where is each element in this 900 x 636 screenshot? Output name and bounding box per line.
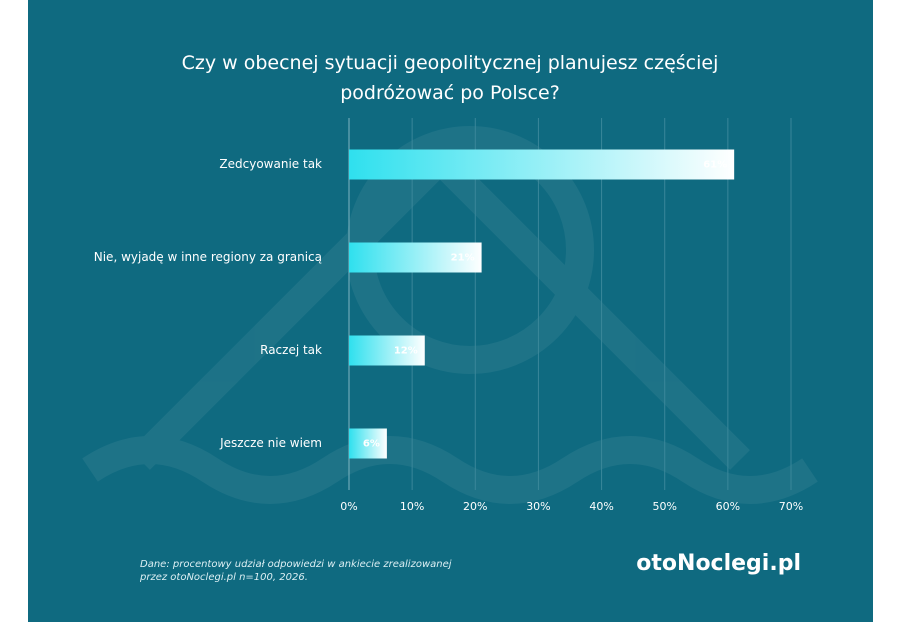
y-tick-label: Jeszcze nie wiem (219, 436, 322, 450)
bar (349, 428, 387, 459)
bar (349, 335, 425, 366)
x-tick-label: 70% (779, 500, 803, 513)
y-tick-label: Nie, wyjadę w inne regiony za granicą (94, 250, 322, 264)
x-tick-label: 60% (716, 500, 740, 513)
value-label: 21% (451, 253, 475, 264)
x-tick-label: 10% (400, 500, 424, 513)
chart-title: Czy w obecnej sytuacji geopolitycznej pl… (181, 52, 719, 104)
bar (349, 149, 735, 180)
source-note: Dane: procentowy udział odpowiedzi w ank… (140, 559, 452, 583)
background-panel (28, 0, 873, 622)
value-label: 61% (703, 160, 727, 171)
logo: otoNoclegi.pl (636, 551, 801, 576)
x-tick-label: 30% (526, 500, 550, 513)
x-tick-label: 20% (463, 500, 487, 513)
x-tick-label: 50% (652, 500, 676, 513)
value-label: 6% (363, 439, 380, 450)
bar (349, 242, 482, 273)
x-tick-label: 0% (340, 500, 357, 513)
watermark (82, 126, 818, 504)
y-tick-label: Zedcyowanie tak (219, 157, 322, 171)
value-label: 12% (394, 346, 418, 357)
y-tick-label: Raczej tak (260, 343, 322, 357)
x-tick-label: 40% (589, 500, 613, 513)
